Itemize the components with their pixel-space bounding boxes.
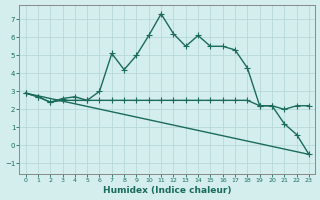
X-axis label: Humidex (Indice chaleur): Humidex (Indice chaleur) xyxy=(103,186,232,195)
